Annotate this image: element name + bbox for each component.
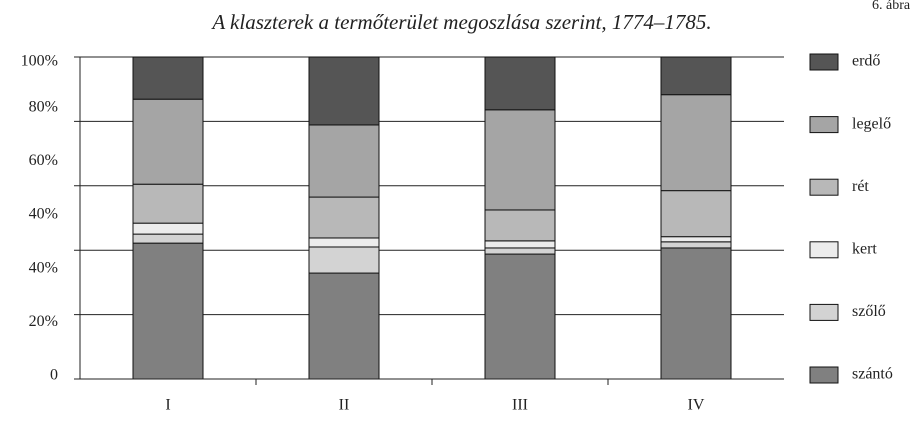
y-axis-label: 0 bbox=[50, 367, 58, 384]
bar-segment bbox=[308, 237, 380, 248]
legend-label: rét bbox=[852, 178, 869, 195]
bar-segment bbox=[132, 233, 204, 244]
figure-label: 6. ábra bbox=[872, 0, 911, 13]
x-tick-label: II bbox=[339, 397, 350, 414]
bar-segment bbox=[308, 196, 380, 239]
y-axis-label: 20% bbox=[29, 313, 58, 330]
bar-segment bbox=[660, 241, 732, 249]
bar-segment bbox=[484, 247, 556, 255]
y-axis-label: 80% bbox=[29, 98, 58, 115]
legend-swatch bbox=[809, 116, 839, 134]
bar-segment bbox=[484, 209, 556, 242]
bar-segment bbox=[132, 56, 204, 100]
chart-title: A klaszterek a termőterület megoszlása s… bbox=[210, 10, 711, 34]
bar-segment bbox=[132, 242, 204, 380]
y-axis-label: 60% bbox=[29, 152, 58, 169]
legend-label: legelő bbox=[852, 115, 891, 132]
legend-swatch bbox=[809, 366, 839, 384]
legend-swatch bbox=[809, 303, 839, 321]
x-tick-label: IV bbox=[688, 397, 705, 414]
legend-label: kert bbox=[852, 240, 877, 257]
bar-segment bbox=[484, 240, 556, 249]
bar-segment bbox=[660, 247, 732, 380]
bar-segment bbox=[308, 56, 380, 126]
bar-segment bbox=[308, 124, 380, 198]
y-axis-label: 40% bbox=[29, 259, 58, 276]
bar-segment bbox=[660, 190, 732, 238]
bar-segment bbox=[132, 222, 204, 235]
bar-segment bbox=[308, 272, 380, 380]
bar-segment bbox=[132, 183, 204, 224]
bar-segment bbox=[484, 253, 556, 380]
bar-segment bbox=[132, 98, 204, 185]
bar-segment bbox=[484, 109, 556, 211]
x-tick-label: I bbox=[165, 397, 170, 414]
bar-segment bbox=[660, 236, 732, 243]
bar-segment bbox=[308, 246, 380, 274]
y-axis-label: 40% bbox=[29, 206, 58, 223]
bar-segment bbox=[660, 94, 732, 192]
y-axis-label: 100% bbox=[21, 53, 58, 70]
bar-segment bbox=[484, 56, 556, 111]
bar-segment bbox=[660, 56, 732, 96]
legend-swatch bbox=[809, 53, 839, 71]
legend-swatch bbox=[809, 241, 839, 259]
legend-swatch bbox=[809, 178, 839, 196]
legend-label: erdő bbox=[852, 53, 880, 70]
x-tick-label: III bbox=[512, 397, 528, 414]
legend-label: szántó bbox=[852, 366, 893, 383]
legend-label: szőlő bbox=[852, 303, 886, 320]
